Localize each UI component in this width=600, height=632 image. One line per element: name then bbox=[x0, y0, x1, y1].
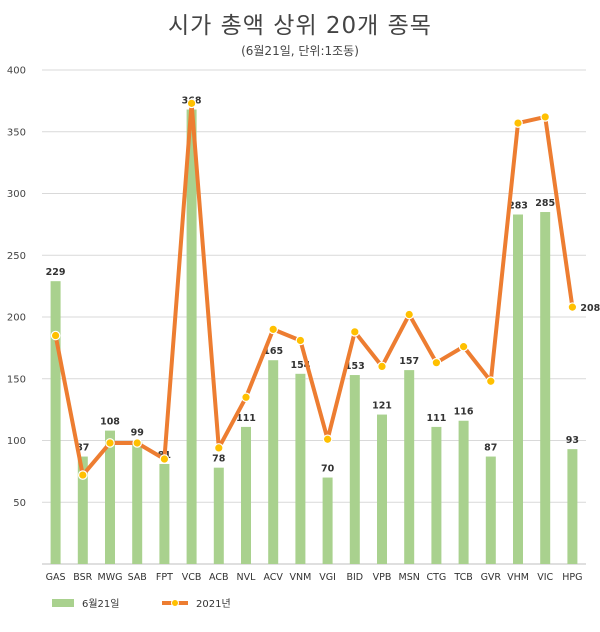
line-point-vpb bbox=[377, 361, 387, 372]
x-tick-label: MWG bbox=[98, 572, 123, 583]
bar-tcb bbox=[458, 420, 469, 564]
x-tick-label: BSR bbox=[73, 572, 92, 583]
line-point-sab bbox=[132, 438, 142, 448]
line-point-msn bbox=[404, 309, 414, 320]
line-point-bsr bbox=[78, 470, 88, 480]
bar-data-label: 157 bbox=[399, 356, 419, 367]
line-point-nvl bbox=[241, 392, 251, 403]
line-point-vhm bbox=[513, 118, 523, 128]
x-tick-label: BID bbox=[346, 572, 363, 583]
bar-data-label: 87 bbox=[76, 443, 89, 454]
bar-data-label: 165 bbox=[263, 346, 283, 357]
bar-mwg bbox=[105, 430, 115, 564]
bar-acb bbox=[213, 467, 224, 564]
bar-nvl bbox=[241, 426, 251, 564]
line-point-gvr bbox=[485, 376, 496, 387]
x-tick-label: VNM bbox=[289, 572, 311, 583]
x-tick-label: VGI bbox=[319, 572, 336, 583]
bar-hpg bbox=[567, 449, 578, 564]
chart-subtitle: (6월21일, 단위:1조동) bbox=[241, 44, 359, 58]
line-point-ctg bbox=[431, 357, 442, 368]
x-tick-label: CTG bbox=[426, 572, 446, 583]
line-point-acb bbox=[214, 443, 224, 453]
legend-label-bar: 6월21일 bbox=[82, 598, 120, 610]
bar-vic bbox=[540, 212, 551, 564]
bar-data-label: 121 bbox=[372, 401, 392, 412]
series-line-2021 bbox=[53, 101, 575, 478]
bar-data-label: 229 bbox=[46, 267, 66, 278]
bar-data-label: 283 bbox=[508, 200, 528, 211]
bar-acv bbox=[268, 360, 279, 564]
line-data-label: 208 bbox=[580, 303, 600, 314]
bar-data-label: 78 bbox=[212, 454, 226, 465]
bar-sab bbox=[132, 441, 143, 564]
bar-vgi bbox=[322, 477, 333, 564]
x-tick-label: VHM bbox=[507, 572, 529, 583]
y-tick-label: 400 bbox=[7, 66, 26, 77]
bar-gvr bbox=[485, 456, 496, 564]
y-tick-label: 300 bbox=[7, 189, 26, 200]
bar-vhm bbox=[513, 214, 523, 564]
line-point-vnm bbox=[295, 335, 306, 346]
line-point-gas bbox=[50, 330, 61, 341]
line-point-vcb bbox=[186, 98, 197, 109]
bar-bsr bbox=[77, 456, 88, 564]
bar-data-label: 111 bbox=[236, 413, 256, 424]
bar-data-label: 116 bbox=[454, 407, 474, 418]
line-point-mwg bbox=[105, 438, 115, 448]
bar-data-label: 285 bbox=[535, 198, 555, 209]
line-point-vic bbox=[540, 112, 550, 122]
x-tick-label: NVL bbox=[237, 572, 257, 583]
x-tick-label: ACB bbox=[209, 572, 228, 583]
legend-label-line: 2021년 bbox=[196, 598, 231, 610]
x-tick-label: GVR bbox=[481, 572, 502, 583]
bar-data-label: 154 bbox=[290, 360, 310, 371]
legend-swatch-bar bbox=[52, 599, 74, 607]
bar-data-label: 93 bbox=[566, 435, 579, 446]
bar-vpb bbox=[377, 414, 387, 564]
bar-data-label: 99 bbox=[131, 428, 144, 439]
bar-vnm bbox=[295, 373, 306, 564]
line-point-acv bbox=[268, 324, 278, 335]
x-tick-label: ACV bbox=[263, 572, 283, 583]
y-tick-label: 50 bbox=[13, 498, 26, 509]
legend-marker-line bbox=[171, 599, 179, 607]
x-tick-label: MSN bbox=[399, 572, 420, 583]
line-point-vgi bbox=[322, 434, 333, 445]
bar-bid bbox=[349, 375, 360, 564]
bar-data-label: 111 bbox=[426, 413, 446, 424]
x-tick-label: TCB bbox=[453, 572, 472, 583]
line-point-hpg bbox=[567, 302, 578, 312]
bar-data-label: 153 bbox=[345, 361, 365, 372]
bar-data-label: 108 bbox=[100, 417, 120, 428]
line-point-fpt bbox=[159, 454, 170, 464]
x-tick-label: HPG bbox=[562, 572, 582, 583]
x-tick-label: VPB bbox=[373, 572, 392, 583]
x-tick-label: VCB bbox=[182, 572, 202, 583]
x-tick-label: FPT bbox=[156, 572, 173, 583]
x-tick-label: GAS bbox=[46, 572, 66, 583]
bar-gas bbox=[50, 281, 61, 564]
y-tick-label: 100 bbox=[7, 436, 26, 447]
y-tick-label: 200 bbox=[7, 313, 26, 324]
y-tick-label: 350 bbox=[7, 127, 26, 138]
x-tick-label: VIC bbox=[537, 572, 553, 583]
bar-msn bbox=[404, 370, 415, 564]
chart-title: 시가 총액 상위 20개 종목 bbox=[168, 13, 432, 39]
x-tick-label: SAB bbox=[128, 572, 147, 583]
bar-data-label: 87 bbox=[484, 443, 497, 454]
bar-fpt bbox=[159, 463, 170, 564]
line-point-bid bbox=[349, 327, 360, 337]
line-point-tcb bbox=[458, 341, 469, 352]
bar-data-label: 70 bbox=[321, 464, 335, 475]
y-tick-label: 250 bbox=[7, 251, 26, 262]
y-tick-label: 150 bbox=[7, 374, 26, 385]
bar-ctg bbox=[431, 426, 442, 564]
bar-vcb bbox=[186, 109, 197, 565]
